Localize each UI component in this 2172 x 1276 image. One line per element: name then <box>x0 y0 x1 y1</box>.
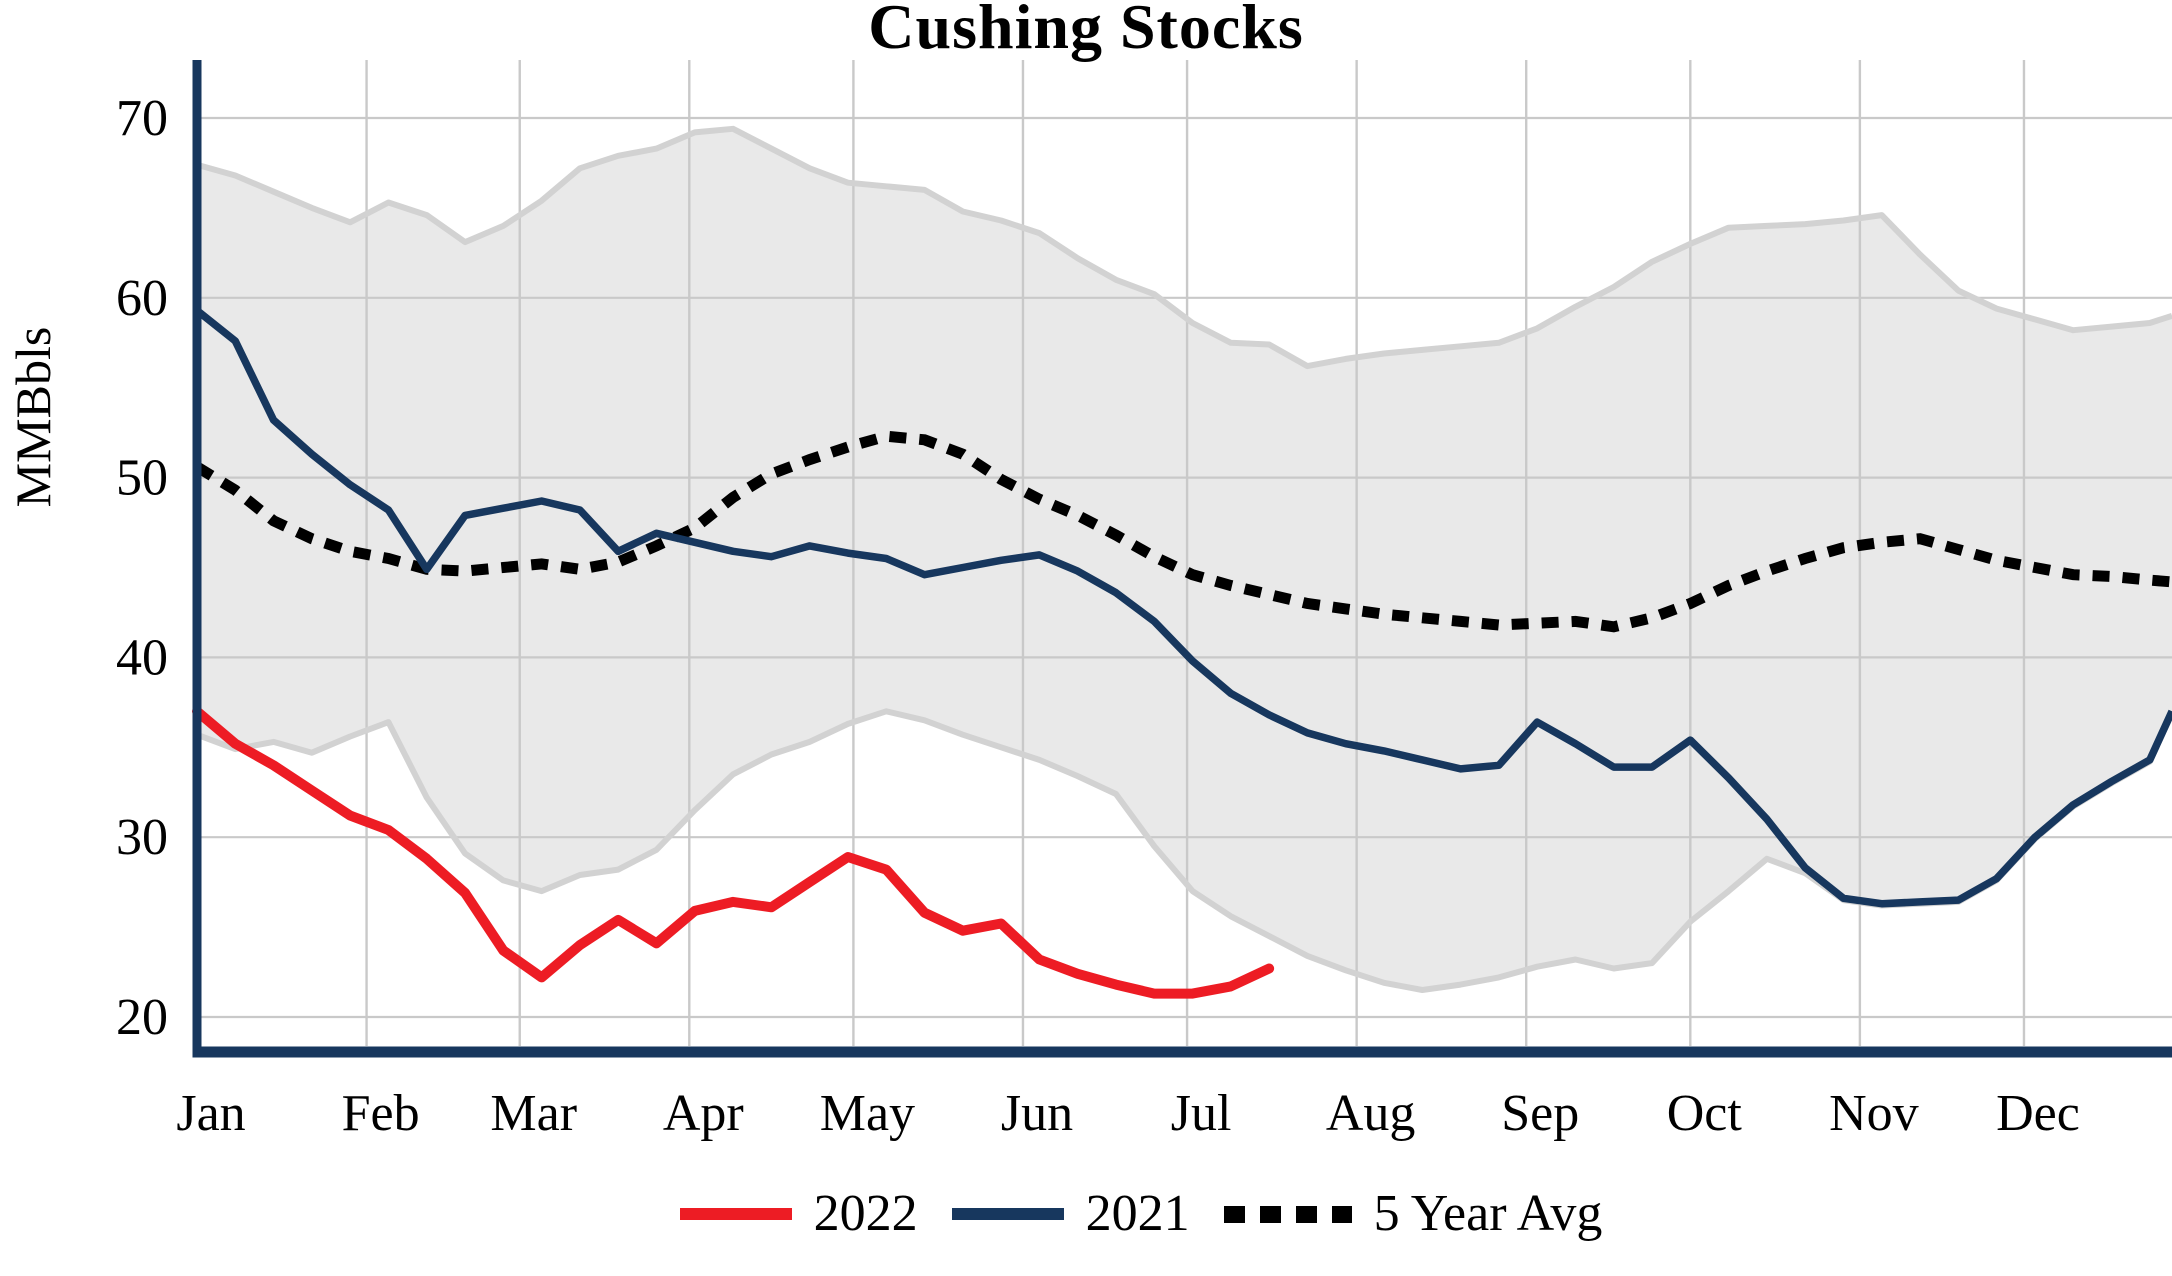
band-max-edge <box>196 125 2172 370</box>
chart-title: Cushing Stocks <box>868 0 1304 62</box>
x-tick-label: May <box>820 1085 915 1142</box>
x-tick-label: Oct <box>1667 1085 1743 1142</box>
x-tick-label: Dec <box>1996 1085 2080 1142</box>
legend-label: 2022 <box>813 1185 918 1242</box>
x-tick-label: Feb <box>342 1085 420 1142</box>
x-tick-label: Jul <box>1171 1085 1232 1142</box>
series-2022 <box>192 706 1275 999</box>
legend-item-5-year-avg: 5 Year Avg <box>1223 1185 1603 1242</box>
five-year-range-band <box>197 128 2172 991</box>
legend-label: 2021 <box>1085 1185 1190 1242</box>
x-tick-label: Jun <box>1001 1085 1073 1142</box>
series-5-year-avg <box>194 430 2172 633</box>
legend-item-2021: 2021 <box>951 1185 1190 1242</box>
legend: 2022 2021 5 Year Avg <box>110 1168 2172 1260</box>
line-swatch-icon <box>951 1208 1064 1220</box>
line-swatch-icon <box>679 1208 792 1220</box>
series-2021 <box>194 307 2172 908</box>
x-tick-label: Mar <box>490 1085 577 1142</box>
y-tick-label: 30 <box>116 809 168 866</box>
x-tick-label: Aug <box>1326 1085 1416 1142</box>
legend-item-2022: 2022 <box>679 1185 918 1242</box>
y-tick-label: 60 <box>116 270 168 327</box>
y-tick-label: 70 <box>116 90 168 147</box>
x-tick-label: Jan <box>176 1085 245 1142</box>
y-tick-label: 20 <box>116 989 168 1046</box>
dashed-line-swatch-icon <box>1223 1205 1352 1223</box>
x-tick-label: Sep <box>1501 1085 1579 1142</box>
y-tick-label: 50 <box>116 450 168 507</box>
x-tick-label: Nov <box>1829 1085 1919 1142</box>
legend-label: 5 Year Avg <box>1373 1185 1603 1242</box>
y-tick-label: 40 <box>116 629 168 686</box>
x-tick-label: Apr <box>663 1085 744 1142</box>
